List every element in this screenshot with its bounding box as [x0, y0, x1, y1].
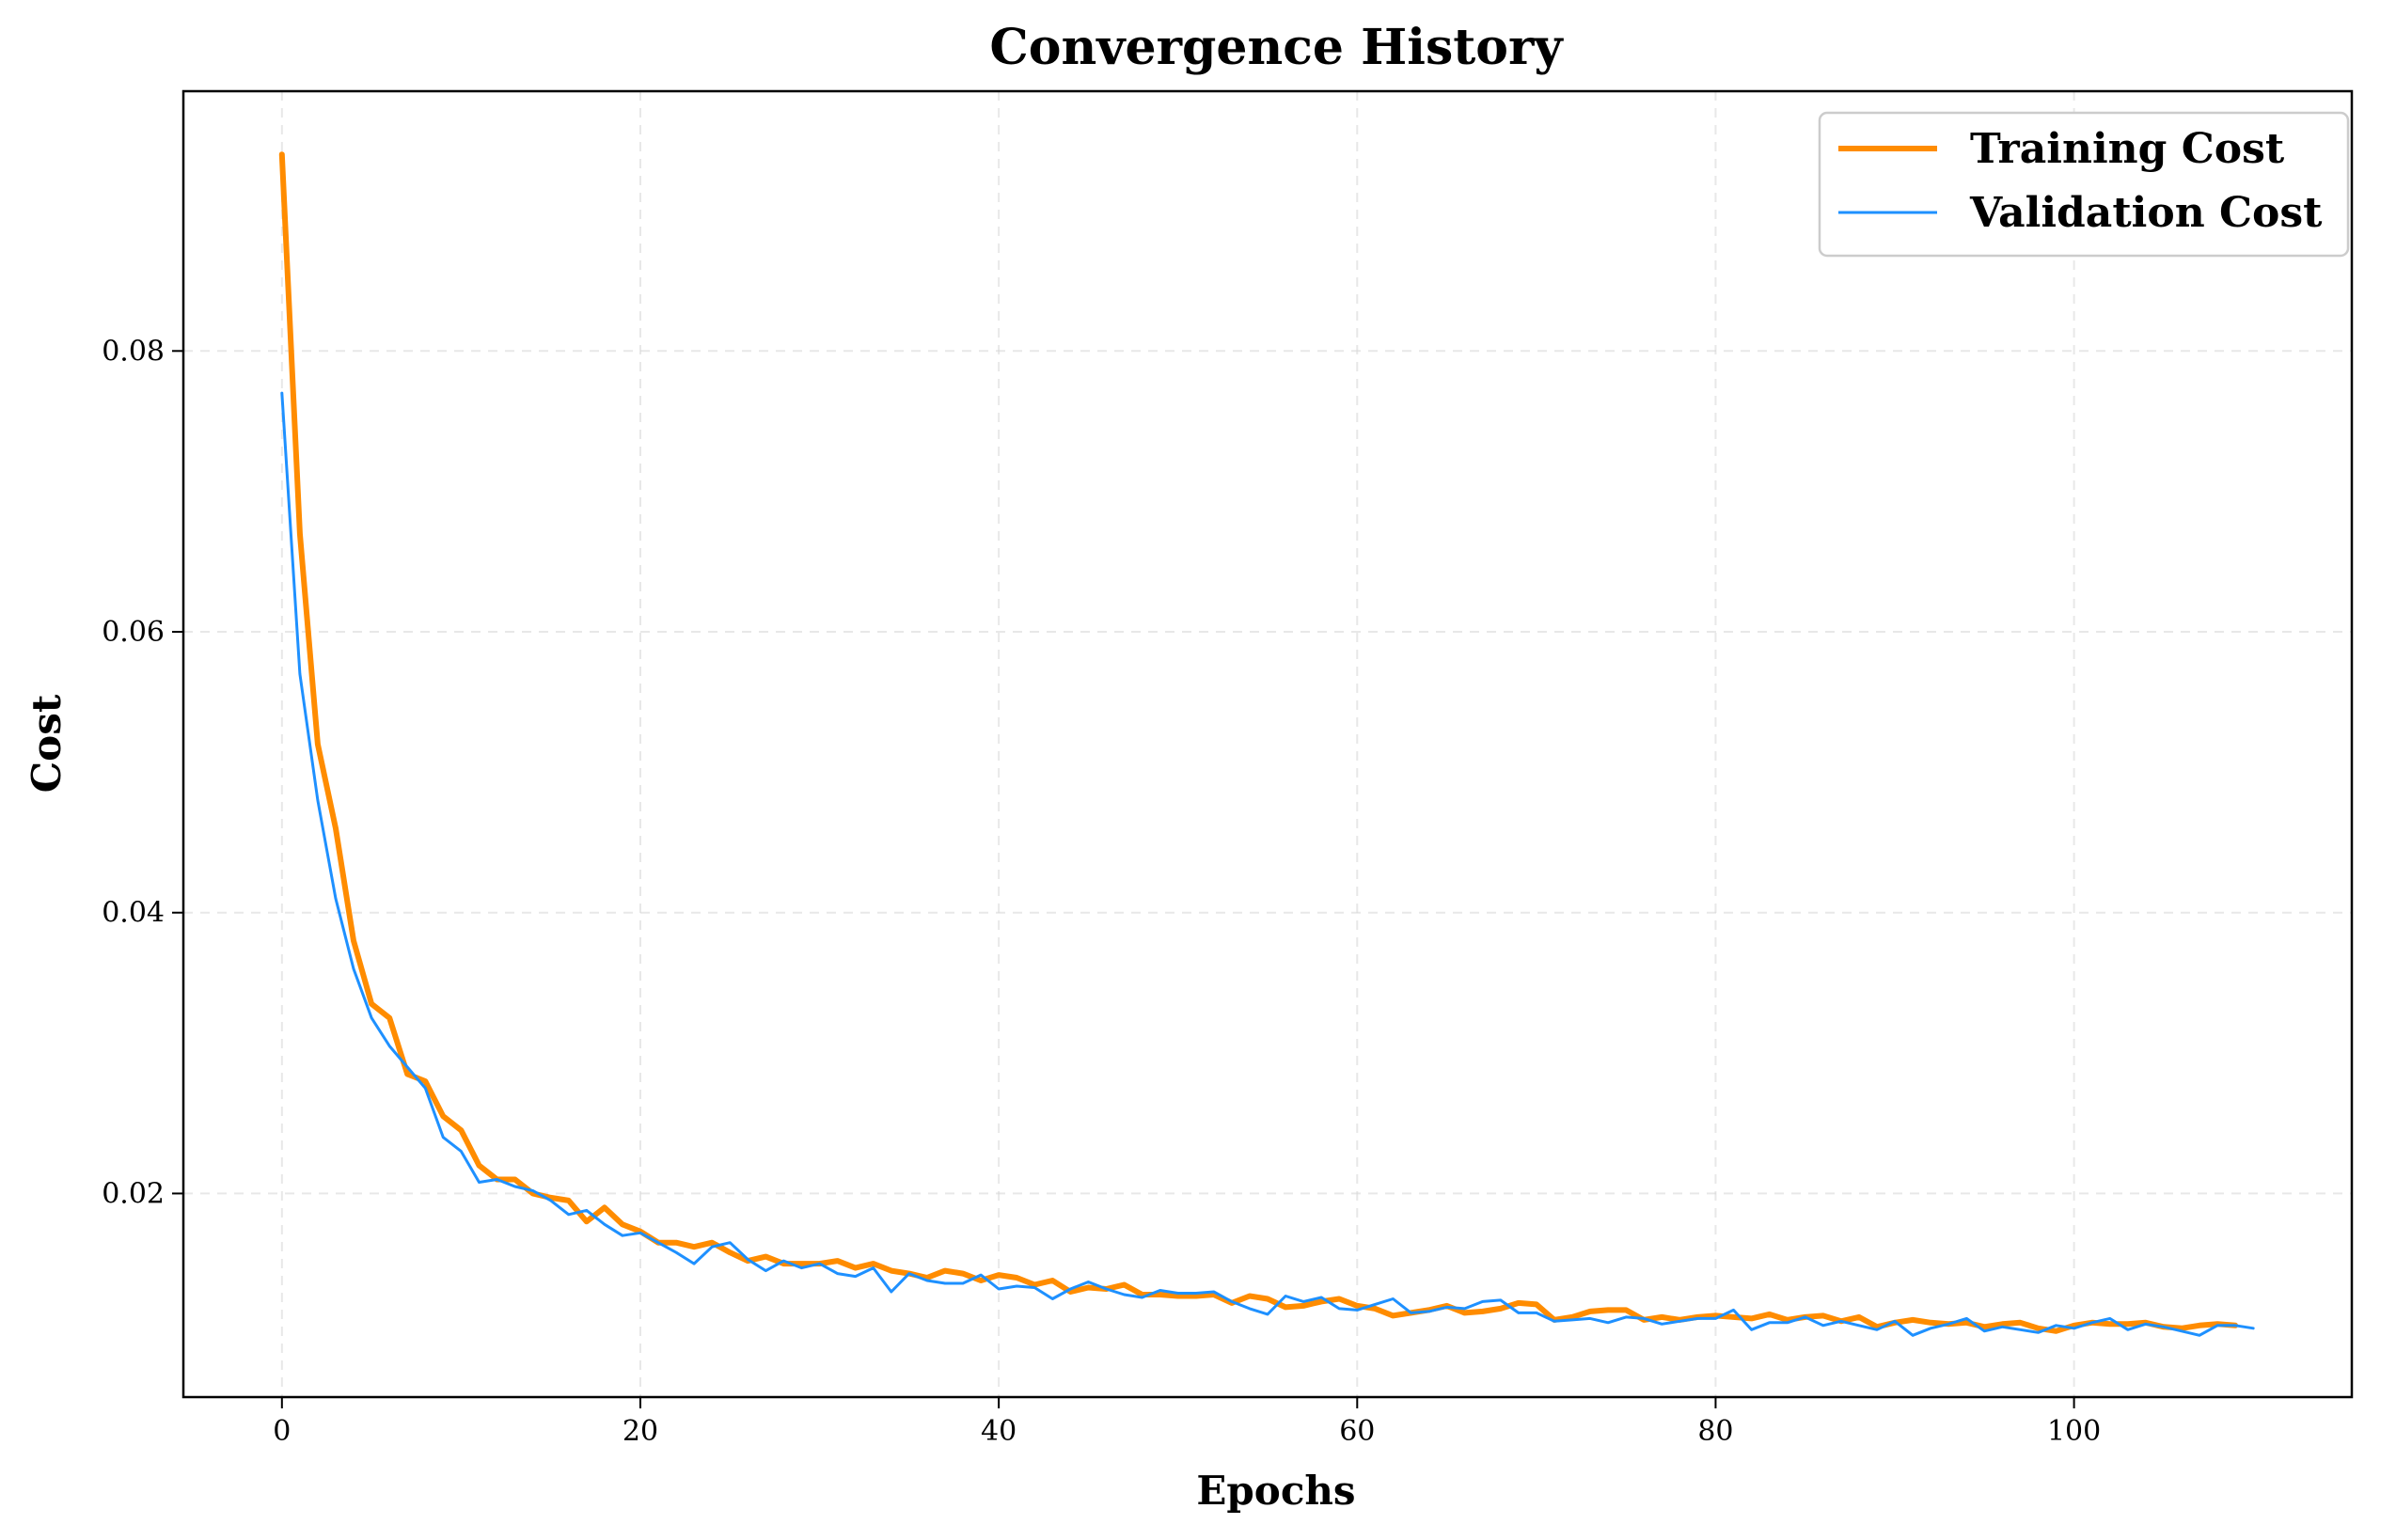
- chart-title: Convergence History: [989, 19, 1564, 76]
- x-tick-label: 40: [981, 1415, 1017, 1448]
- legend-label-training-cost: Training Cost: [1970, 125, 2285, 173]
- y-tick-label: 0.06: [102, 616, 165, 649]
- legend-box: [1818, 111, 2350, 258]
- x-tick-label: 100: [2047, 1415, 2101, 1448]
- x-tick-label: 0: [273, 1415, 291, 1448]
- series-line-training-cost: [278, 151, 2239, 1334]
- x-tick-label: 60: [1339, 1415, 1375, 1448]
- series-line-validation-cost: [280, 391, 2255, 1337]
- x-axis-ticks: 0 20 40 60 80 100: [273, 1397, 2101, 1448]
- grid: [183, 91, 2352, 1397]
- legend: Training Cost Validation Cost: [1818, 111, 2350, 258]
- x-axis-label: Epochs: [1196, 1468, 1355, 1514]
- series-lines: [278, 151, 2255, 1337]
- y-axis-label: Cost: [24, 694, 70, 793]
- legend-label-validation-cost: Validation Cost: [1969, 189, 2323, 237]
- x-tick-label: 80: [1697, 1415, 1733, 1448]
- y-tick-label: 0.04: [102, 897, 165, 930]
- y-axis-ticks: 0.02 0.04 0.06 0.08: [102, 335, 183, 1210]
- y-tick-label: 0.02: [102, 1177, 165, 1210]
- y-tick-label: 0.08: [102, 335, 165, 368]
- x-tick-label: 20: [623, 1415, 658, 1448]
- plot-frame: [181, 89, 2354, 1399]
